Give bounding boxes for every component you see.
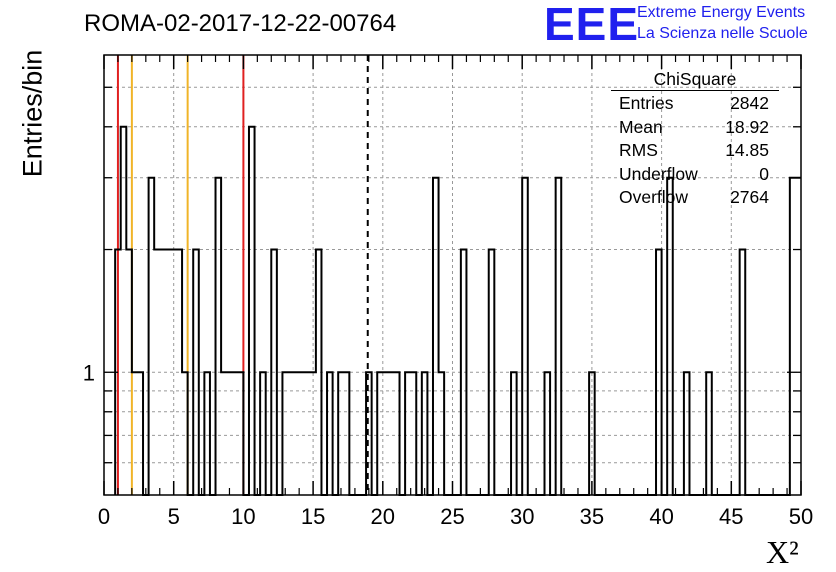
- x-tick-label: 35: [580, 504, 604, 529]
- logo-line-1: Extreme Energy Events: [637, 4, 806, 21]
- x-tick-label: 45: [719, 504, 743, 529]
- histogram-bin: [795, 178, 801, 495]
- stats-value: 18.92: [725, 116, 769, 137]
- stats-title: ChiSquare: [611, 68, 779, 91]
- stats-row-entries: Entries 2842: [611, 92, 779, 116]
- stats-row-mean: Mean 18.92: [611, 116, 779, 140]
- x-tick-label: 15: [301, 504, 325, 529]
- stats-label: Underflow: [619, 163, 698, 184]
- x-axis-label-text: X²: [766, 534, 799, 570]
- y-tick-label: 1: [83, 360, 95, 385]
- stats-row-overflow: Overflow 2764: [611, 186, 779, 210]
- x-tick-label: 0: [98, 504, 110, 529]
- stats-label: Entries: [619, 93, 674, 113]
- stats-value: 14.85: [725, 140, 769, 160]
- logo-line-2: La Scienza nelle Scuole: [637, 25, 808, 42]
- x-axis-label: X²: [766, 534, 799, 571]
- stats-value: 2764: [730, 187, 769, 207]
- stats-row-underflow: Underflow 0: [611, 163, 779, 187]
- stats-box: ChiSquare Entries 2842 Mean 18.92 RMS 14.85 Un…: [611, 68, 779, 210]
- x-tick-label: 30: [510, 504, 534, 529]
- axis-ticks: [103, 55, 802, 495]
- stats-value: 0: [759, 163, 769, 184]
- stats-row-rms: RMS 14.85: [611, 139, 779, 163]
- stats-label: RMS: [619, 140, 658, 160]
- eee-logo: EEE: [544, 0, 640, 50]
- axis-tick-labels: 0 5 10 15 20 25 30 35 40 45 50 1: [83, 360, 813, 529]
- x-tick-label: 50: [789, 504, 813, 529]
- stats-label: Overflow: [619, 187, 689, 207]
- stats-value: 2842: [730, 93, 769, 113]
- x-tick-label: 40: [649, 504, 673, 529]
- x-tick-label: 10: [231, 504, 255, 529]
- x-tick-label: 25: [440, 504, 464, 529]
- stats-label: Mean: [619, 116, 663, 137]
- plot-title: ROMA-02-2017-12-22-00764: [84, 10, 397, 37]
- y-axis-label: Entries/bin: [17, 49, 48, 178]
- x-tick-label: 20: [371, 504, 395, 529]
- x-tick-label: 5: [168, 504, 180, 529]
